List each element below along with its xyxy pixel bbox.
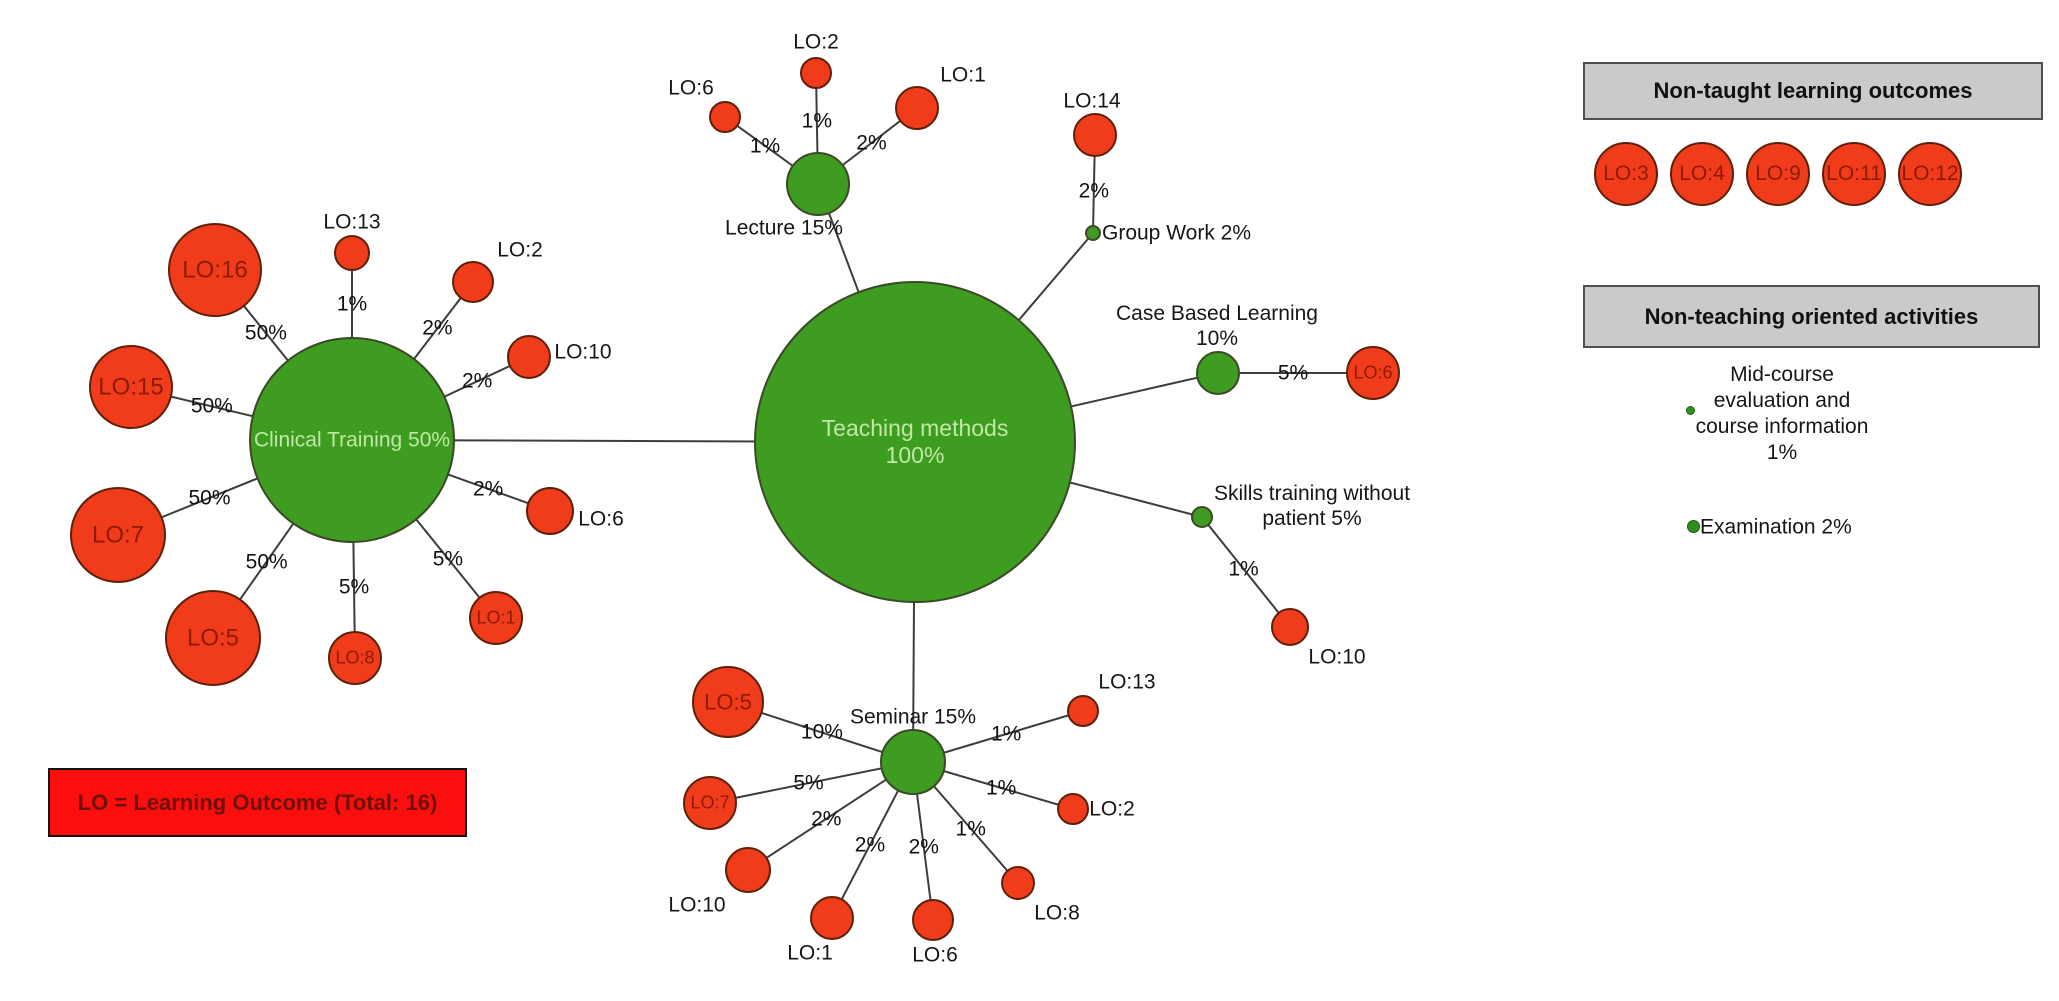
edge-skills-sk-lo10 xyxy=(1201,516,1291,628)
node-cbl xyxy=(1196,351,1240,395)
node-s-lo10 xyxy=(725,847,771,893)
non-taught-outcome-node: LO:4 xyxy=(1670,142,1734,206)
node-s-lo13 xyxy=(1067,695,1099,727)
node-c-lo16 xyxy=(168,223,262,317)
node-gw-lo14 xyxy=(1073,113,1117,157)
node-s-lo8 xyxy=(1001,866,1035,900)
mid-course-node-dot xyxy=(1686,406,1695,415)
non-taught-outcomes-row: LO:3 LO:4 LO:9 LO:11 LO:12 xyxy=(1594,142,1962,206)
node-clinical xyxy=(249,337,455,543)
edge-seminar-s-lo7 xyxy=(709,761,914,804)
node-lec-lo1 xyxy=(895,86,939,130)
legend-non-taught-header: Non-taught learning outcomes xyxy=(1583,62,2043,120)
node-cbl-lo6 xyxy=(1346,346,1400,400)
node-c-lo5 xyxy=(165,590,261,686)
node-s-lo2 xyxy=(1057,793,1089,825)
node-groupwork xyxy=(1085,225,1101,241)
node-c-lo1 xyxy=(469,591,523,645)
non-taught-outcome-node: LO:12 xyxy=(1898,142,1962,206)
node-s-lo6 xyxy=(912,899,954,941)
legend-non-taught-title: Non-taught learning outcomes xyxy=(1653,78,1973,103)
node-s-lo5 xyxy=(692,666,764,738)
node-c-lo6 xyxy=(526,487,574,535)
lo-abbreviation-note-text: LO = Learning Outcome (Total: 16) xyxy=(77,789,438,815)
node-s-lo7 xyxy=(683,776,737,830)
node-c-lo10 xyxy=(507,335,551,379)
non-taught-outcome-node: LO:9 xyxy=(1746,142,1810,206)
node-lecture xyxy=(786,152,850,216)
node-c-lo13 xyxy=(334,235,370,271)
node-c-lo7 xyxy=(70,487,166,583)
examination-node-dot xyxy=(1687,520,1700,533)
node-lec-lo2 xyxy=(800,57,832,89)
node-sk-lo10 xyxy=(1271,608,1309,646)
node-teaching xyxy=(754,281,1076,603)
legend-non-teaching-header: Non-teaching oriented activities xyxy=(1583,285,2040,348)
non-taught-outcome-node: LO:3 xyxy=(1594,142,1658,206)
node-lec-lo6 xyxy=(709,101,741,133)
node-c-lo2 xyxy=(452,261,494,303)
node-s-lo1 xyxy=(810,896,854,940)
node-c-lo15 xyxy=(89,345,173,429)
non-taught-outcome-node: LO:11 xyxy=(1822,142,1886,206)
node-skills xyxy=(1191,506,1213,528)
node-c-lo8 xyxy=(328,631,382,685)
node-seminar xyxy=(880,729,946,795)
legend-non-teaching-title: Non-teaching oriented activities xyxy=(1644,303,1979,329)
lo-abbreviation-note: LO = Learning Outcome (Total: 16) xyxy=(48,768,467,837)
